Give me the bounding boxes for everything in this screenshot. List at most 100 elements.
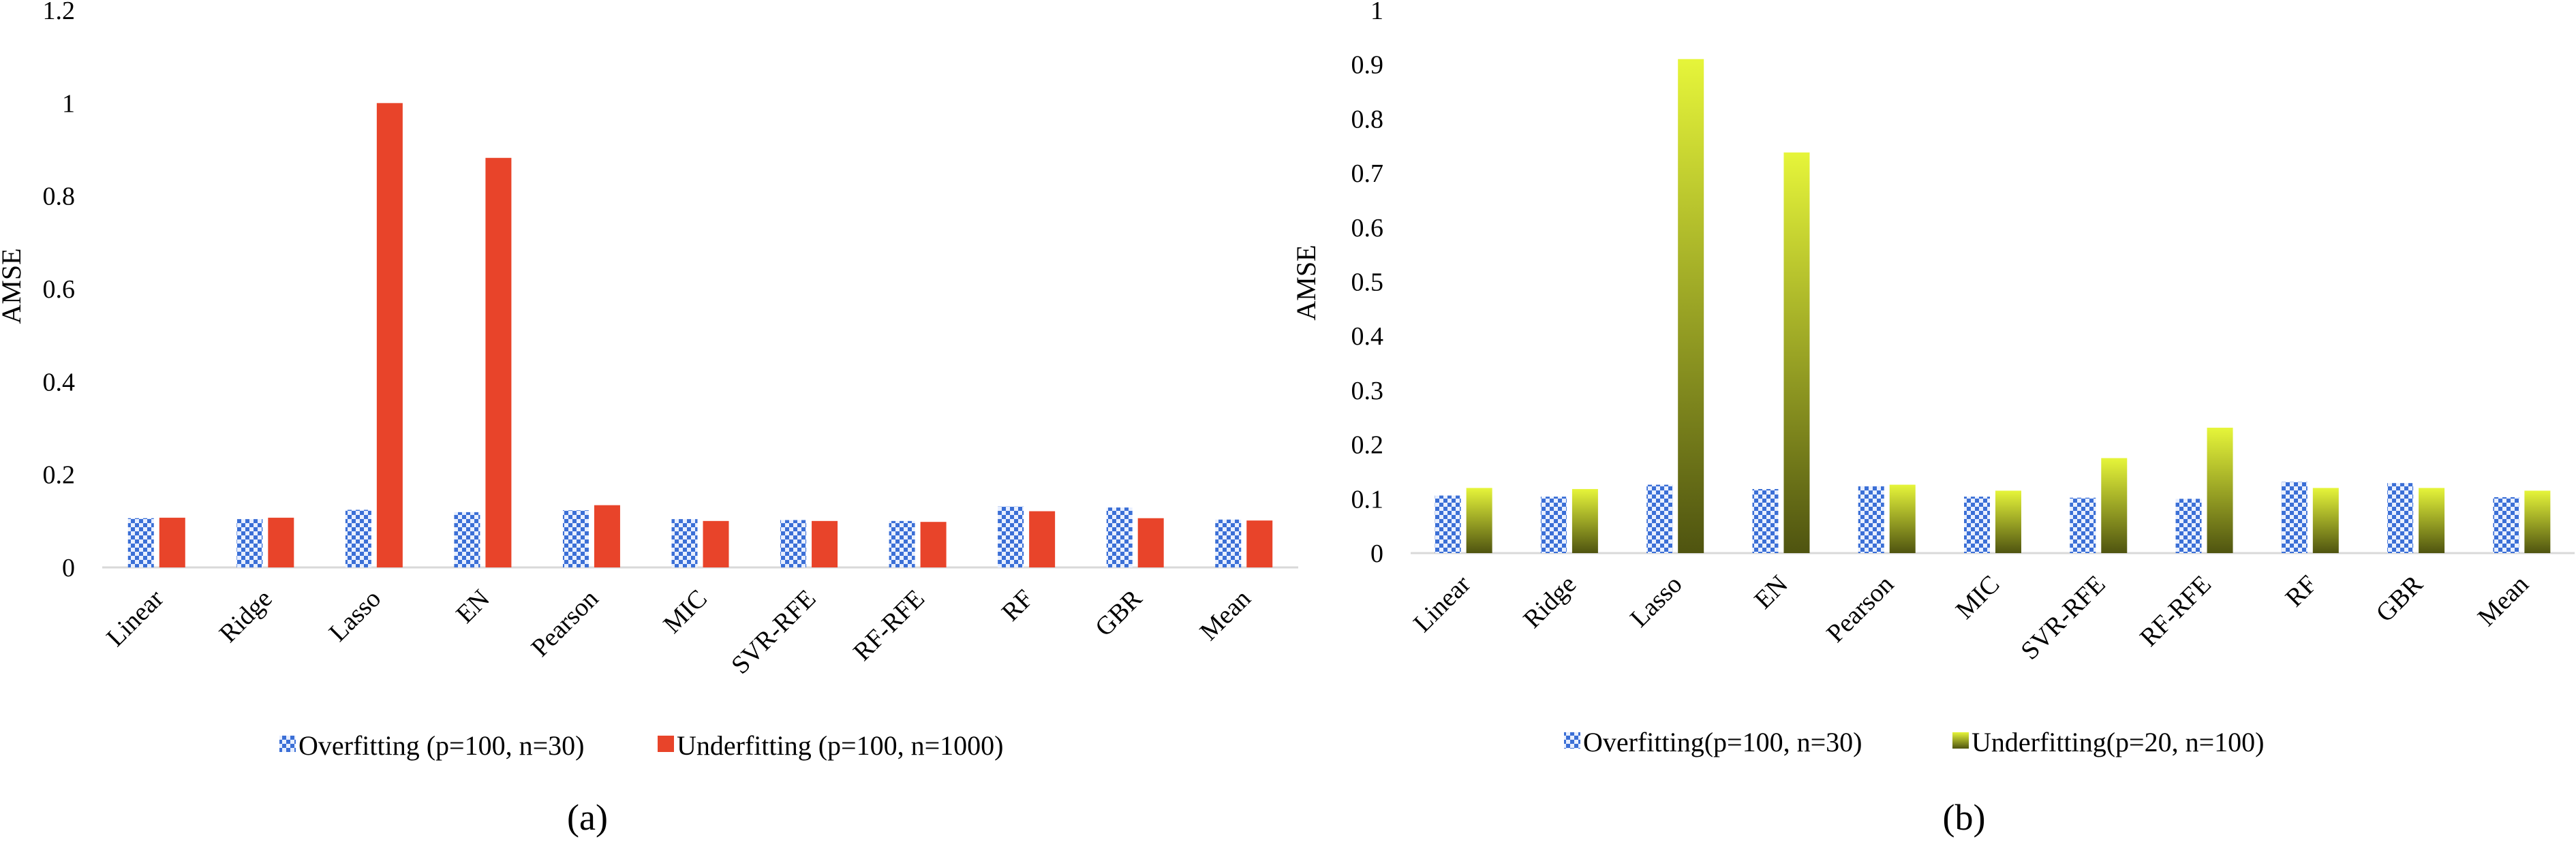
x-category-label: GBR bbox=[2371, 569, 2429, 627]
bar-underfitting-en bbox=[485, 157, 512, 567]
bar-underfitting-ridge bbox=[268, 518, 294, 567]
y-tick-label: 1 bbox=[62, 89, 75, 118]
bar-underfitting-pearson bbox=[1889, 484, 1916, 553]
panel-label: (b) bbox=[1943, 797, 1986, 838]
y-tick-label: 0.6 bbox=[43, 275, 76, 304]
legend-label-overfitting: Overfitting(p=100, n=30) bbox=[1583, 727, 1862, 757]
y-tick-label: 0.9 bbox=[1351, 51, 1384, 80]
bar-overfitting-mean bbox=[1215, 519, 1242, 567]
y-tick-label: 0 bbox=[62, 554, 75, 582]
bar-underfitting-lasso bbox=[1678, 59, 1704, 554]
x-category-label: GBR bbox=[1090, 584, 1148, 642]
x-category-label: Mean bbox=[2472, 570, 2534, 632]
y-axis-title: AMSE bbox=[0, 248, 27, 324]
bar-overfitting-pearson bbox=[562, 510, 589, 567]
chart-panel-a: 0 0.2 0.4 0.6 0.8 1 1.2 AMSE Linear Ridge Lasso EN P… bbox=[0, 0, 1298, 838]
bar-underfitting-pearson bbox=[594, 505, 620, 567]
y-axis-title: AMSE bbox=[1291, 245, 1321, 320]
legend-swatch-overfitting bbox=[279, 736, 296, 752]
x-category-label: Pearson bbox=[1821, 570, 1899, 648]
bar-underfitting-mic bbox=[1995, 490, 2021, 553]
bar-underfitting-rf bbox=[2312, 488, 2339, 553]
bar-underfitting-mic bbox=[703, 520, 729, 567]
y-tick-label: 1.2 bbox=[43, 0, 76, 25]
y-tick-label: 0.4 bbox=[1351, 322, 1384, 351]
x-category-label: Ridge bbox=[1518, 570, 1582, 634]
bar-overfitting-rf-rfe bbox=[889, 520, 915, 567]
x-category-label: RF-RFE bbox=[848, 584, 930, 667]
bar-underfitting-rf-rfe bbox=[2207, 427, 2233, 553]
legend-swatch-overfitting bbox=[1564, 732, 1580, 749]
y-tick-label: 0.8 bbox=[43, 183, 76, 211]
bar-overfitting-ridge bbox=[1540, 497, 1567, 553]
y-tick-label: 0.2 bbox=[1351, 431, 1384, 460]
bar-underfitting-rf-rfe bbox=[920, 522, 947, 567]
bar-underfitting-linear bbox=[1466, 488, 1492, 553]
x-category-label: EN bbox=[450, 584, 495, 629]
bar-overfitting-gbr bbox=[1106, 507, 1133, 567]
x-category-label: Mean bbox=[1195, 584, 1257, 646]
bar-underfitting-gbr bbox=[2419, 488, 2445, 553]
bar-overfitting-pearson bbox=[1858, 486, 1884, 553]
y-tick-label: 0.3 bbox=[1351, 377, 1384, 405]
bar-underfitting-svr-rfe bbox=[812, 520, 838, 567]
y-tick-label: 0.2 bbox=[43, 461, 76, 490]
y-tick-label: 0.8 bbox=[1351, 105, 1384, 134]
bar-overfitting-rf bbox=[2281, 482, 2307, 553]
y-tick-label: 0 bbox=[1370, 539, 1383, 568]
x-category-label: Pearson bbox=[526, 584, 604, 663]
x-category-label: Lasso bbox=[1625, 570, 1687, 633]
bar-overfitting-lasso bbox=[345, 510, 371, 567]
x-category-label: MIC bbox=[658, 584, 712, 639]
x-category-label: MIC bbox=[1950, 570, 2005, 625]
bar-overfitting-rf bbox=[998, 506, 1024, 567]
bar-overfitting-svr-rfe bbox=[780, 520, 807, 567]
legend-label-underfitting: Underfitting (p=100, n=1000) bbox=[677, 730, 1004, 761]
legend-swatch-underfitting bbox=[658, 736, 674, 752]
bar-overfitting-mean bbox=[2493, 497, 2519, 553]
panel-label: (a) bbox=[567, 797, 608, 838]
x-category-label: RF bbox=[2280, 570, 2323, 613]
x-category-label: Linear bbox=[101, 584, 169, 652]
x-category-label: SVR-RFE bbox=[726, 584, 821, 680]
chart-panel-b: 0 0.1 0.2 0.3 0.4 0.5 0.6 0.7 0.8 0.9 1 AMSE Linear R… bbox=[1291, 0, 2575, 838]
y-tick-label: 0.6 bbox=[1351, 214, 1384, 242]
legend-label-overfitting: Overfitting (p=100, n=30) bbox=[298, 730, 585, 761]
bar-overfitting-linear bbox=[127, 518, 154, 567]
bar-underfitting-en bbox=[1783, 152, 1810, 554]
legend-label-underfitting: Underfitting(p=20, n=100) bbox=[1972, 727, 2265, 757]
bar-overfitting-rf-rfe bbox=[2175, 499, 2202, 553]
bar-overfitting-mic bbox=[1964, 497, 1990, 553]
bar-underfitting-ridge bbox=[1571, 488, 1598, 553]
bar-overfitting-svr-rfe bbox=[2070, 497, 2096, 553]
x-category-label: SVR-RFE bbox=[2015, 570, 2111, 665]
legend-swatch-underfitting bbox=[1952, 732, 1969, 749]
x-category-label: Linear bbox=[1408, 569, 1476, 638]
x-category-label: RF-RFE bbox=[2134, 570, 2217, 653]
x-category-label: EN bbox=[1749, 570, 1794, 615]
bar-overfitting-en bbox=[454, 512, 480, 567]
y-tick-label: 0.7 bbox=[1351, 159, 1384, 188]
bar-underfitting-lasso bbox=[376, 103, 403, 568]
bar-overfitting-linear bbox=[1435, 495, 1461, 553]
bar-underfitting-gbr bbox=[1137, 518, 1164, 567]
bar-underfitting-mean bbox=[1246, 520, 1273, 567]
bar-overfitting-lasso bbox=[1646, 484, 1673, 553]
bar-overfitting-ridge bbox=[236, 519, 263, 567]
bar-overfitting-gbr bbox=[2387, 483, 2414, 553]
y-tick-label: 0.4 bbox=[43, 368, 76, 396]
x-category-label: RF bbox=[996, 584, 1039, 627]
bar-overfitting-mic bbox=[671, 519, 698, 567]
y-tick-label: 0.1 bbox=[1351, 485, 1384, 514]
x-category-label: Lasso bbox=[324, 584, 386, 647]
y-tick-label: 1 bbox=[1370, 0, 1383, 25]
bar-underfitting-linear bbox=[159, 518, 185, 567]
y-tick-label: 0.5 bbox=[1351, 268, 1384, 297]
bar-overfitting-en bbox=[1752, 488, 1779, 553]
bar-underfitting-mean bbox=[2524, 490, 2551, 553]
bar-underfitting-svr-rfe bbox=[2101, 458, 2128, 553]
x-category-label: Ridge bbox=[214, 584, 278, 648]
bar-underfitting-rf bbox=[1029, 511, 1056, 567]
